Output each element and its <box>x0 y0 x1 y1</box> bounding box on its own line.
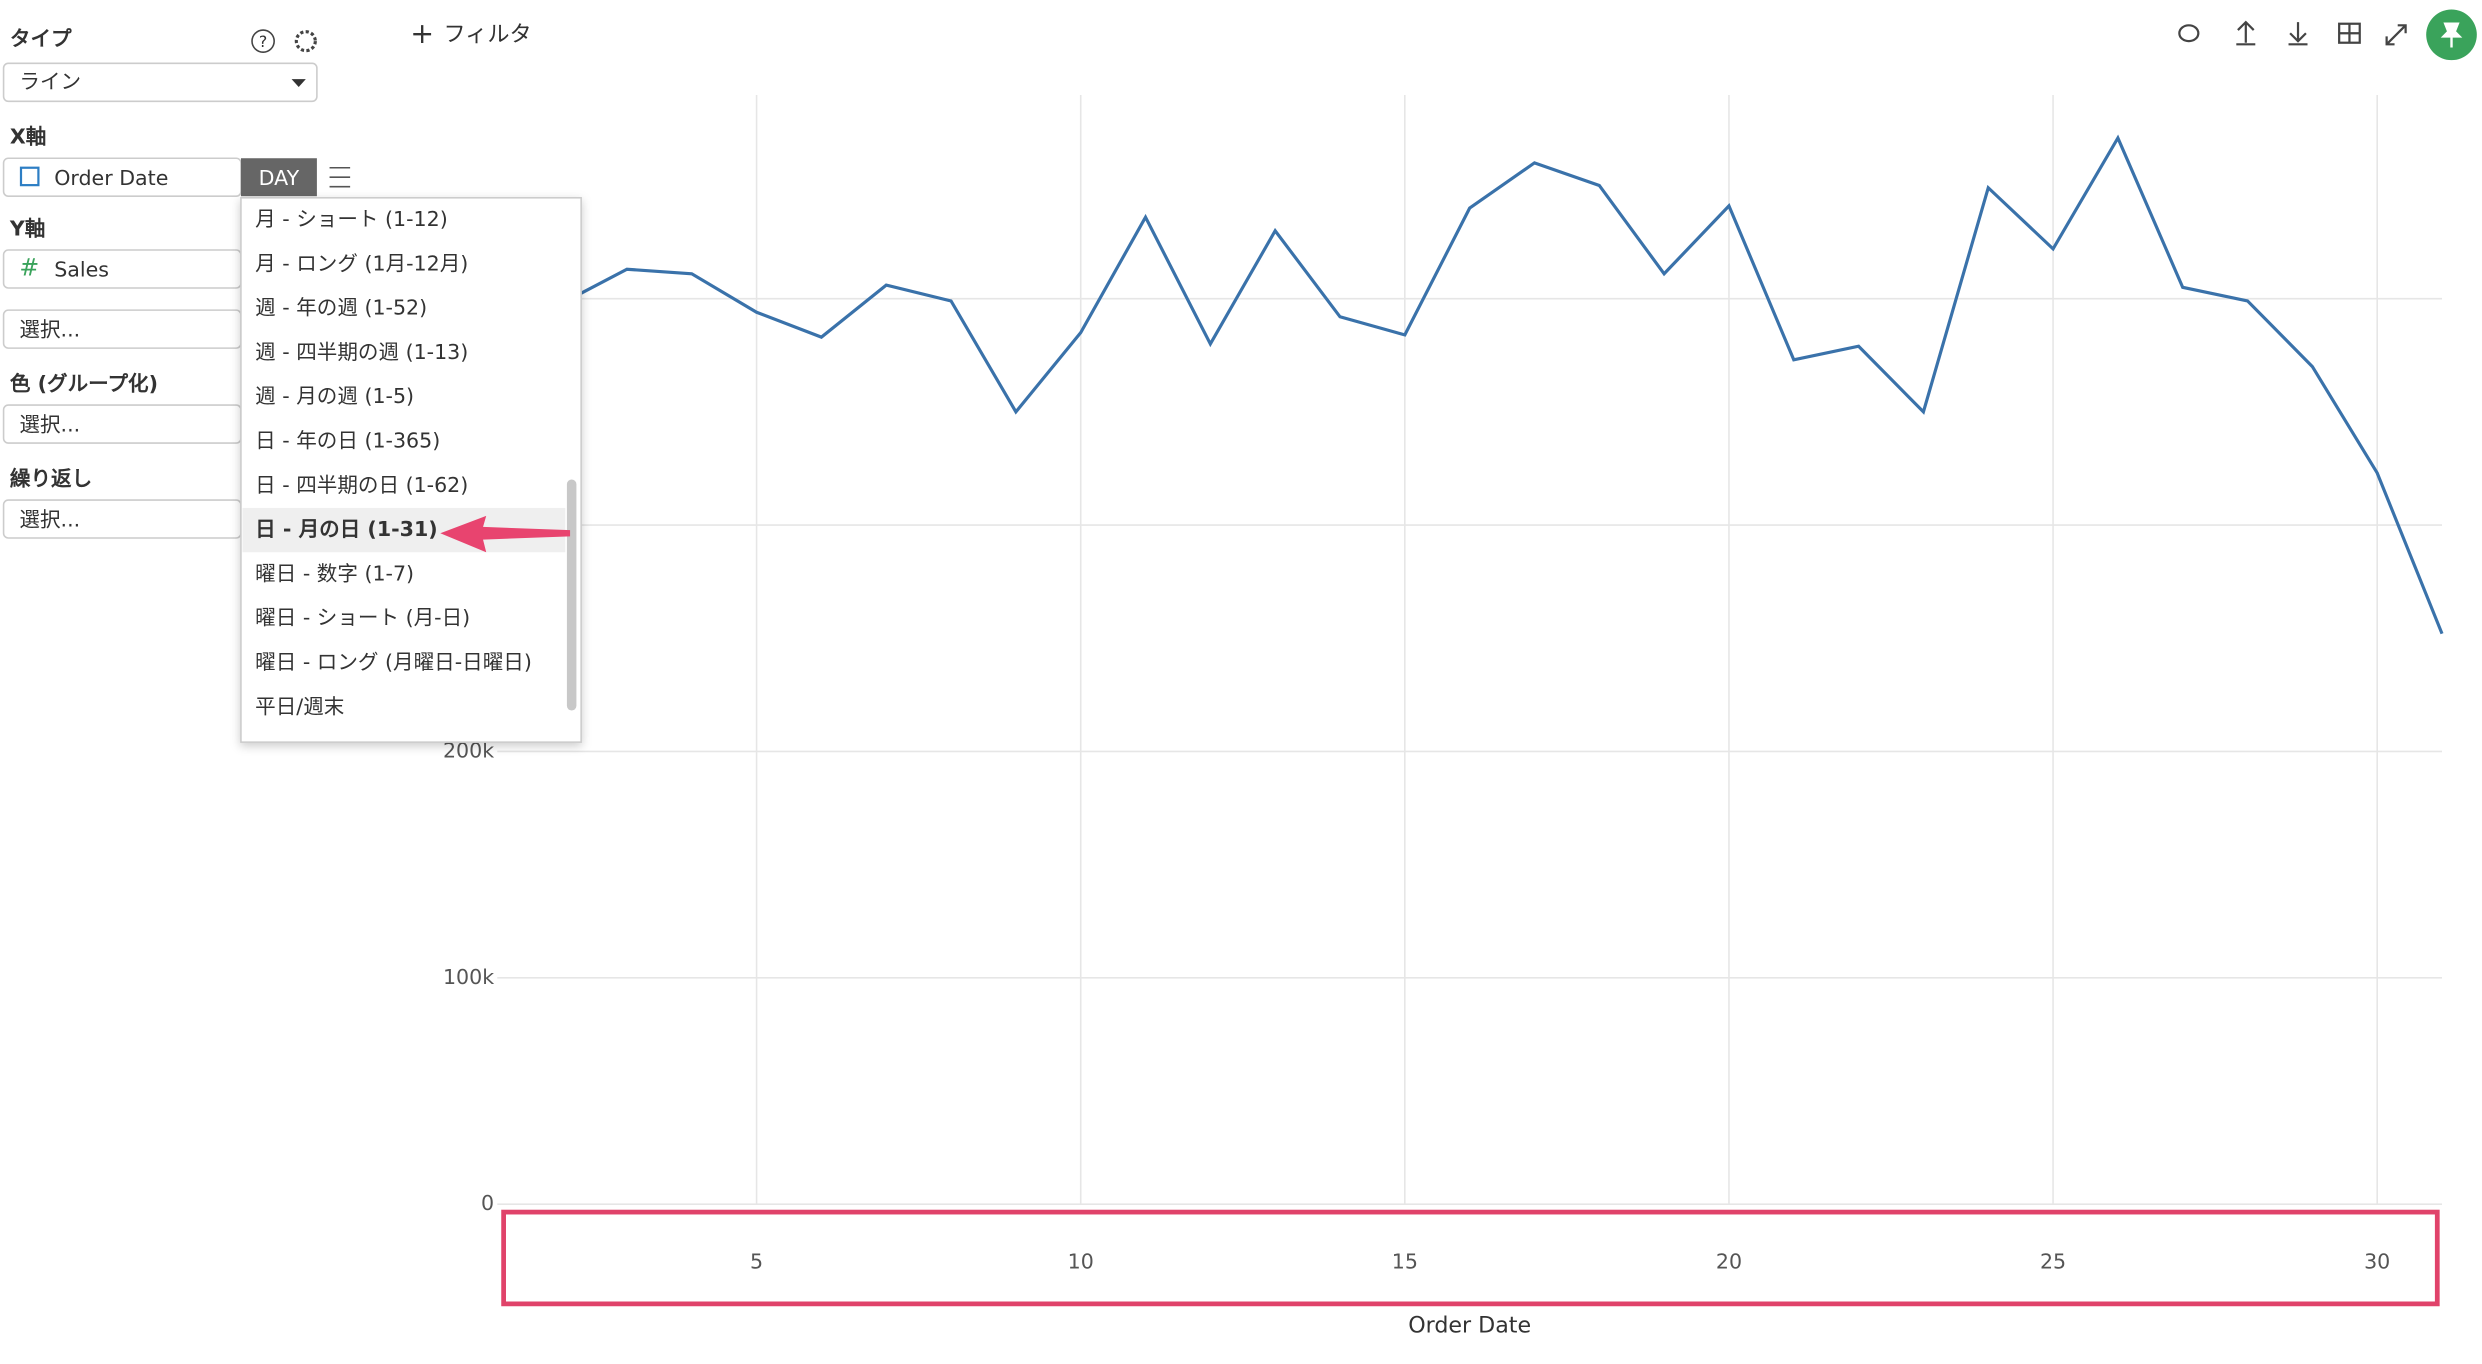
menu-item[interactable]: 曜日 - ショート (月-日) <box>255 606 470 630</box>
x-tick-label: 10 <box>1068 1250 1094 1274</box>
type-label: タイプ <box>10 27 72 51</box>
y-tick-label: 200k <box>443 738 494 762</box>
x-axis-title: Order Date <box>1408 1313 1531 1339</box>
download-icon[interactable] <box>2288 22 2308 46</box>
color-label: 色 (グループ化) <box>10 372 158 396</box>
x-tick-label: 15 <box>1392 1250 1418 1274</box>
number-icon: # <box>19 254 39 282</box>
menu-item[interactable]: 月 - ロング (1月-12月) <box>255 251 468 275</box>
chart: 0100k200k300k400k51015202530Order Date <box>443 94 2444 1339</box>
unit-text: DAY <box>259 166 300 190</box>
menu-item[interactable]: 曜日 - 数字 (1-7) <box>255 561 414 585</box>
dropdown-menu: 月 - ショート (1-12) 月 - ロング (1月-12月) 週 - 年の週 (… <box>240 197 582 743</box>
menu-item[interactable]: 日 - 月の日 (1-31) <box>255 517 438 541</box>
annotations <box>440 515 2440 1307</box>
gear-icon[interactable] <box>294 30 317 53</box>
plus-icon[interactable]: + <box>410 17 434 50</box>
data-line <box>497 134 2444 635</box>
color-select-text: 選択... <box>19 413 80 437</box>
pin-icon <box>2440 22 2463 48</box>
scrollbar[interactable] <box>566 479 577 711</box>
y-label: Y軸 <box>9 216 45 240</box>
y-tick-label: 100k <box>443 965 494 989</box>
x-tick-label: 30 <box>2364 1250 2390 1274</box>
menu-item[interactable]: 曜日 - ロング (月曜日-日曜日) <box>255 650 532 674</box>
toolbar-icons <box>2178 20 2407 46</box>
upload-icon[interactable] <box>2236 20 2256 46</box>
calendar-icon <box>19 166 40 187</box>
menu-item[interactable]: 月 - ショート (1-12) <box>255 207 448 231</box>
highlight-box <box>501 1209 2440 1307</box>
y-tick-label: 0 <box>481 1191 494 1215</box>
menu-item[interactable]: 週 - 年の週 (1-52) <box>255 296 427 320</box>
menu-icon[interactable] <box>329 166 351 188</box>
y-field-name: Sales <box>54 258 109 282</box>
type-value: ライン <box>19 69 81 93</box>
menu-item[interactable]: 日 - 四半期の日 (1-62) <box>255 473 468 497</box>
x-tick-label: 25 <box>2040 1250 2066 1274</box>
filter-button[interactable]: フィルタ <box>443 21 531 47</box>
repeat-label: 繰り返し <box>10 466 92 490</box>
x-label: X軸 <box>10 125 46 149</box>
y-select-text: 選択... <box>19 318 80 342</box>
menu-item[interactable]: 週 - 月の週 (1-5) <box>255 384 414 408</box>
menu-item[interactable]: 日 - 年の日 (1-365) <box>255 428 440 452</box>
type-select[interactable] <box>2 62 318 103</box>
help-icon[interactable] <box>251 29 275 54</box>
arrow <box>440 515 571 553</box>
expand-icon[interactable] <box>2385 24 2407 46</box>
unit-button[interactable] <box>240 158 317 197</box>
toolbar: + フィルタ <box>410 9 2477 61</box>
caret <box>291 79 306 88</box>
help-mark: ? <box>259 32 267 51</box>
x-tick-label: 20 <box>1716 1250 1742 1274</box>
menu-item[interactable]: 平日/週末 <box>255 694 344 718</box>
menu-item[interactable]: 週 - 四半期の週 (1-13) <box>255 340 468 364</box>
repeat-select-text: 選択... <box>19 508 80 532</box>
x-field-name: Order Date <box>54 166 168 190</box>
menu-box <box>240 197 582 743</box>
table-icon-lines <box>2339 23 2360 43</box>
settings-panel: タイプ ? ライン X軸 Order Date DAY Y軸 # Sales 選… <box>2 27 351 539</box>
x-tick-label: 5 <box>750 1250 763 1274</box>
comment-icon[interactable] <box>2178 24 2200 43</box>
